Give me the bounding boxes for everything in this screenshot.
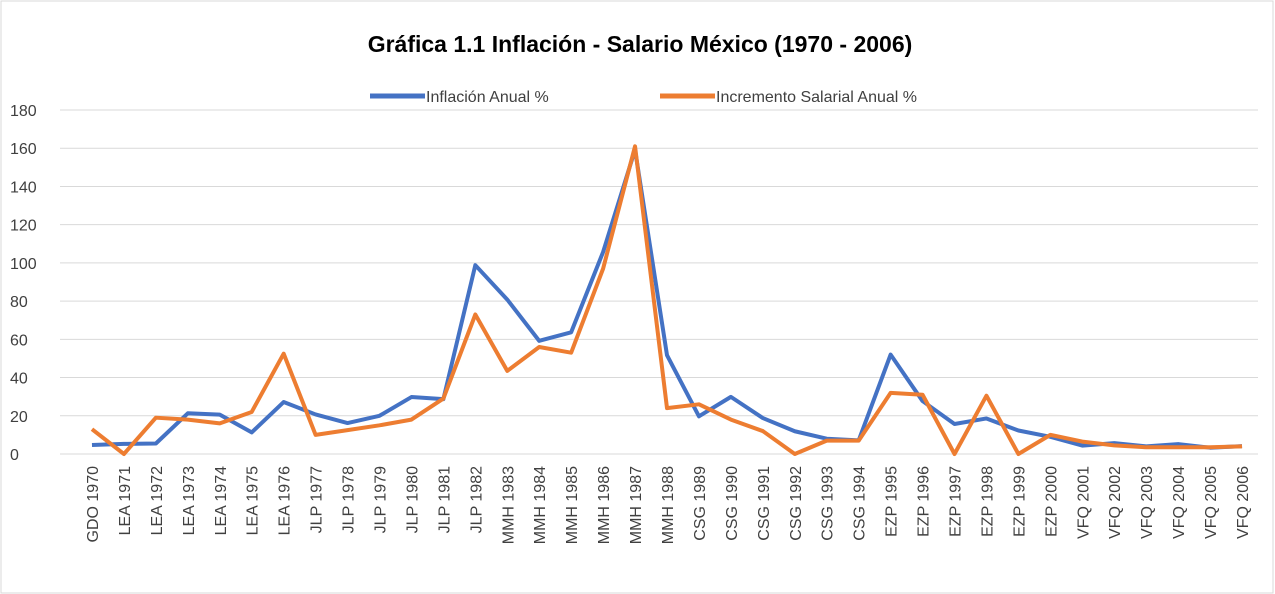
y-tick-label: 0 (10, 447, 19, 464)
x-tick-label: JLP 1982 (468, 466, 485, 533)
x-tick-label: JLP 1979 (372, 466, 389, 533)
x-tick-label: CSG 1990 (724, 466, 741, 541)
x-tick-label: CSG 1989 (692, 466, 709, 541)
x-tick-label: JLP 1977 (309, 466, 326, 533)
x-tick-label: VFQ 2006 (1235, 466, 1252, 539)
x-tick-label: LEA 1975 (245, 466, 262, 536)
x-tick-label: EZP 1998 (979, 466, 996, 537)
x-tick-label: MMH 1988 (660, 466, 677, 544)
line-series (90, 144, 1243, 456)
legend-label: Inflación Anual % (426, 89, 549, 106)
x-tick-label: JLP 1981 (436, 466, 453, 533)
y-tick-label: 20 (10, 409, 28, 426)
y-tick-label: 60 (10, 332, 28, 349)
y-tick-label: 180 (10, 103, 37, 120)
x-tick-label: VFQ 2001 (1075, 466, 1092, 539)
x-tick-label: VFQ 2003 (1139, 466, 1156, 539)
y-tick-label: 160 (10, 141, 37, 158)
x-tick-label: VFQ 2004 (1171, 466, 1188, 539)
x-tick-label: CSG 1992 (788, 466, 805, 541)
x-tick-label: LEA 1973 (181, 466, 198, 536)
x-tick-label: EZP 2000 (1043, 466, 1060, 537)
y-tick-label: 140 (10, 179, 37, 196)
x-tick-label: EZP 1999 (1011, 466, 1028, 537)
x-tick-label: CSG 1991 (756, 466, 773, 541)
x-tick-label: MMH 1986 (596, 466, 613, 544)
x-tick-label: LEA 1976 (277, 466, 294, 536)
x-tick-label: LEA 1972 (149, 466, 166, 536)
y-tick-label: 120 (10, 218, 37, 235)
y-tick-label: 40 (10, 371, 28, 388)
x-tick-label: CSG 1993 (820, 466, 837, 541)
x-tick-label: MMH 1983 (500, 466, 517, 544)
x-tick-label: MMH 1987 (628, 466, 645, 544)
x-tick-label: MMH 1985 (564, 466, 581, 544)
x-tick-label: VFQ 2005 (1203, 466, 1220, 539)
x-tick-label: CSG 1994 (852, 466, 869, 541)
y-tick-label: 100 (10, 256, 37, 273)
x-tick-label: GDO 1970 (85, 466, 102, 543)
legend-label: Incremento Salarial Anual % (716, 89, 917, 106)
x-tick-label: JLP 1980 (404, 466, 421, 533)
chart-title: Gráfica 1.1 Inflación - Salario México (… (368, 31, 913, 57)
y-tick-label: 80 (10, 294, 28, 311)
legend: Inflación Anual % Incremento Salarial Anu… (370, 89, 917, 106)
x-tick-label: LEA 1974 (213, 466, 230, 536)
x-tick-label: EZP 1997 (948, 466, 965, 537)
x-tick-label: EZP 1995 (884, 466, 901, 537)
x-tick-label: MMH 1984 (532, 466, 549, 544)
x-tick-label: JLP 1978 (341, 466, 358, 533)
x-tick-label: EZP 1996 (916, 466, 933, 537)
x-tick-label: LEA 1971 (117, 466, 134, 536)
x-tick-label: VFQ 2002 (1107, 466, 1124, 539)
